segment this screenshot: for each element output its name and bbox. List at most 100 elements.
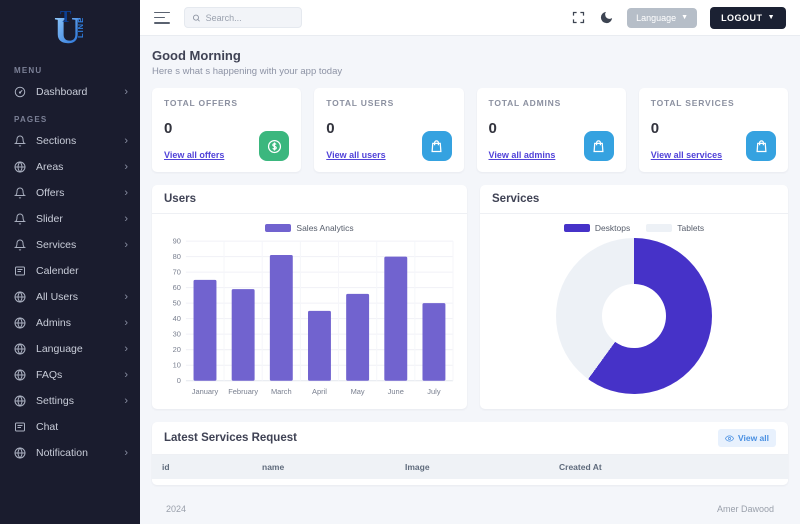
speedometer-icon	[14, 86, 27, 99]
legend-item-tablets[interactable]: Tablets	[646, 223, 704, 233]
bar-january	[193, 279, 217, 381]
legend-swatch	[646, 224, 673, 232]
sidebar-item-notification[interactable]: Notification ›	[0, 440, 140, 466]
svg-text:60: 60	[173, 283, 181, 292]
sidebar-item-label: All Users	[36, 291, 79, 303]
users-chart-title: Users	[152, 185, 467, 214]
legend-item-desktops[interactable]: Desktops	[563, 223, 630, 233]
bell-icon	[14, 239, 27, 252]
charts-row: Users Sales Analytics 0 10 20 30 40 50 60 70 80 90…	[152, 185, 788, 409]
svg-text:March: March	[271, 387, 292, 396]
search-input[interactable]	[205, 12, 294, 23]
sidebar-item-label: FAQs	[36, 369, 63, 381]
svg-text:April: April	[312, 387, 327, 396]
sidebar-item-calender[interactable]: Calender	[0, 258, 140, 284]
sidebar-item-label: Settings	[36, 395, 74, 407]
menu-section-label-pages: PAGES	[14, 115, 48, 124]
svg-text:30: 30	[173, 330, 181, 339]
donut-chart-legend: Desktops Tablets	[488, 223, 780, 233]
sidebar-item-dashboard[interactable]: Dashboard ›	[0, 79, 140, 105]
bag-icon	[421, 131, 452, 161]
sidebar-item-language[interactable]: Language ›	[0, 336, 140, 362]
svg-text:January: January	[192, 387, 219, 396]
stat-card-link-view-all-users[interactable]: View all users	[326, 150, 386, 160]
bar-chart-svg: 0 10 20 30 40 50 60 70 80 90 January February March A…	[173, 237, 454, 396]
stat-cards-row: TOTAL OFFERS 0 View all offers TOTAL USERS 0…	[152, 88, 788, 172]
sidebar-item-label: Chat	[36, 421, 59, 433]
globe-icon	[14, 343, 27, 356]
card-icon	[14, 421, 27, 434]
svg-text:U: U	[54, 10, 81, 51]
greeting-title: Good Morning	[152, 48, 241, 63]
bar-july	[422, 303, 446, 381]
logout-button-label: LOGOUT	[721, 12, 763, 23]
users-chart-card: Users Sales Analytics 0 10 20 30 40 50 60 70 80 90…	[152, 185, 467, 409]
sidebar-item-chat[interactable]: Chat	[0, 414, 140, 440]
sidebar-item-admins[interactable]: Admins ›	[0, 310, 140, 336]
svg-text:50: 50	[173, 299, 181, 308]
logout-button[interactable]: LOGOUT ▼	[710, 6, 786, 29]
menu-toggle-icon[interactable]	[154, 11, 170, 24]
chevron-right-icon: ›	[124, 368, 128, 381]
stat-card-label: TOTAL OFFERS	[164, 98, 238, 108]
chevron-right-icon: ›	[124, 316, 128, 329]
menu-section-label-menu: MENU	[14, 66, 43, 75]
globe-icon	[14, 447, 27, 460]
main-area: Language ▼ LOGOUT ▼ Good Morning Here s …	[140, 0, 800, 524]
bell-icon	[14, 213, 27, 226]
svg-text:June: June	[388, 387, 404, 396]
sidebar-item-label: Calender	[36, 265, 79, 277]
fullscreen-icon[interactable]	[571, 10, 586, 25]
svg-text:80: 80	[173, 252, 181, 261]
chevron-right-icon: ›	[124, 238, 128, 251]
stat-card-link-view-all-admins[interactable]: View all admins	[488, 150, 556, 160]
donut-hole	[602, 284, 666, 348]
sidebar-item-label: Offers	[36, 187, 65, 199]
view-all-label: View all	[737, 433, 769, 443]
dollar-icon	[259, 131, 290, 161]
app-logo[interactable]: U T LINE	[0, 0, 140, 56]
footer-year: 2024	[166, 504, 187, 514]
sidebar-item-label: Sections	[36, 135, 77, 147]
sidebar-item-label: Services	[36, 239, 77, 251]
chevron-down-icon: ▼	[681, 14, 689, 21]
sidebar-item-sections[interactable]: Sections ›	[0, 128, 140, 154]
chevron-right-icon: ›	[124, 160, 128, 173]
sidebar-item-label: Areas	[36, 161, 64, 173]
search-box[interactable]	[184, 7, 302, 28]
eye-icon	[724, 434, 734, 442]
services-chart-title: Services	[480, 185, 788, 214]
stat-card-value: 0	[488, 120, 497, 137]
stat-card-link-view-all-offers[interactable]: View all offers	[164, 150, 225, 160]
svg-text:T: T	[60, 7, 72, 26]
sidebar-item-all-users[interactable]: All Users ›	[0, 284, 140, 310]
dark-mode-moon-icon[interactable]	[599, 10, 614, 25]
sidebar-item-services[interactable]: Services ›	[0, 232, 140, 258]
globe-icon	[14, 291, 27, 304]
chevron-right-icon: ›	[124, 446, 128, 459]
stat-card-link-view-all-services[interactable]: View all services	[650, 150, 723, 160]
svg-text:40: 40	[173, 314, 181, 323]
view-all-button[interactable]: View all	[717, 429, 776, 447]
sidebar-item-areas[interactable]: Areas ›	[0, 154, 140, 180]
globe-icon	[14, 369, 27, 382]
stat-card-value: 0	[326, 120, 335, 137]
footer: 2024 Amer Dawood	[152, 494, 788, 524]
sidebar-item-faqs[interactable]: FAQs ›	[0, 362, 140, 388]
legend-swatch	[265, 224, 292, 232]
sidebar-item-slider[interactable]: Slider ›	[0, 206, 140, 232]
services-chart-card: Services Desktops Tablets	[480, 185, 788, 409]
sidebar-item-settings[interactable]: Settings ›	[0, 388, 140, 414]
chevron-right-icon: ›	[124, 342, 128, 355]
table-header-row: id name Image Created At	[152, 455, 788, 479]
table-header-created-at: Created At	[559, 462, 602, 472]
language-button[interactable]: Language ▼	[627, 7, 698, 28]
sidebar-item-offers[interactable]: Offers ›	[0, 180, 140, 206]
svg-text:20: 20	[173, 345, 181, 354]
stat-card-total-offers: TOTAL OFFERS 0 View all offers	[152, 88, 302, 172]
bar-may	[346, 293, 370, 381]
bell-icon	[14, 187, 27, 200]
chevron-right-icon: ›	[124, 290, 128, 303]
legend-item-sales-analytics[interactable]: Sales Analytics	[265, 223, 354, 233]
